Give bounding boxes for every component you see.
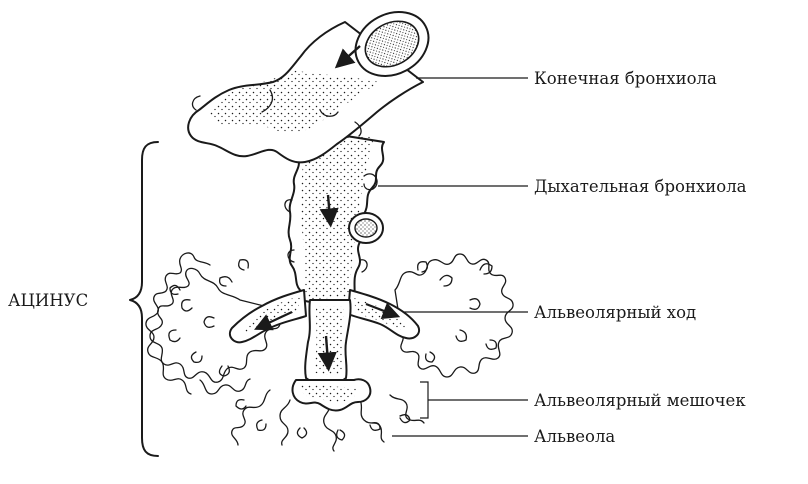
acinus-brace: [129, 141, 159, 457]
alveoli-right-cluster: [394, 253, 514, 378]
label-acinus: АЦИНУС: [8, 291, 88, 310]
terminal-bronchiole-contours: [191, 89, 362, 137]
alveolar-duct-right-texture: [354, 298, 407, 332]
airflow-arrow-right: [365, 302, 401, 320]
alveoli-left-cluster-outer: [145, 252, 251, 395]
alveolar-clusters: [145, 252, 514, 452]
alveolar-ducts: [228, 289, 420, 412]
stem-bumps: [284, 173, 378, 273]
airflow-arrow-left: [254, 311, 293, 331]
leader-lines: [378, 77, 528, 437]
bracket-alveolar-sac: [420, 381, 528, 419]
label-terminal-bronchiole: Конечная бронхиола: [534, 69, 717, 88]
terminal-bronchiole-lumen: [364, 20, 420, 68]
alveoli-left-cluster-curls: [168, 259, 249, 377]
airflow-arrow-stem: [319, 194, 339, 228]
alveoli-right-cluster-curls: [417, 261, 498, 363]
terminal-bronchiole: [187, 11, 430, 164]
respiratory-bronchiole: [284, 127, 385, 304]
label-alveolus: Альвеола: [534, 427, 615, 446]
alveoli-left-cluster: [149, 267, 281, 383]
alveolar-duct-center-texture: [314, 306, 344, 375]
label-respiratory-bronchiole: Дыхательная бронхиола: [534, 177, 747, 196]
alveoli-bottom-cluster-curls: [235, 398, 411, 441]
airflow-arrow-center: [317, 335, 337, 372]
alveoli-bottom-cluster: [231, 389, 425, 452]
label-alveolar-duct: Альвеолярный ход: [534, 303, 696, 322]
alveolar-sac-texture: [300, 384, 357, 402]
airflow-arrow-top: [334, 45, 361, 69]
label-alveolar-sac: Альвеолярный мешочек: [534, 391, 746, 410]
terminal-bronchiole-texture: [209, 70, 380, 134]
side-branch-lumen: [354, 218, 378, 238]
